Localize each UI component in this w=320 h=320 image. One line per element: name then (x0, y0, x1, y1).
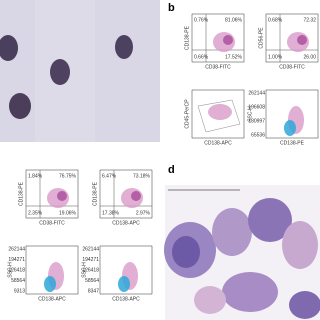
y-tick-label: 58564 (11, 278, 25, 284)
y-tick-label: 8347 (88, 288, 99, 294)
blot-image (0, 0, 160, 142)
event-cloud (57, 191, 67, 201)
y-axis-label: SSC-H (7, 262, 13, 278)
quadrant-value: 2.35% (28, 210, 43, 216)
gate (197, 99, 241, 133)
y-axis-label: SSC-H (81, 262, 87, 278)
x-axis-label: CD138-APC (112, 220, 140, 226)
quadrant-value: 26.00 (303, 54, 316, 60)
event-cloud (284, 120, 296, 136)
y-tick-label: 262144 (82, 246, 99, 252)
event-cloud (44, 276, 56, 292)
x-axis-label: CD138-APC (38, 296, 66, 302)
y-tick-label: 9313 (14, 288, 25, 294)
y-tick-label: 194271 (8, 257, 25, 263)
event-cloud (223, 35, 233, 45)
quadrant-value: 17.38% (102, 210, 120, 216)
quadrant-value: 0.76% (194, 17, 209, 23)
micrograph (164, 185, 320, 320)
y-tick-label: 126418 (8, 267, 25, 273)
x-axis-label: CD138-PE (280, 140, 305, 146)
quadrant-value: 19.06% (59, 210, 77, 216)
y-axis-label: CD138-PE (18, 181, 24, 206)
event-cloud (118, 276, 130, 292)
quadrant-value: 81.06% (225, 17, 243, 23)
event-cloud (131, 191, 141, 201)
y-tick-label: 130997 (248, 118, 265, 124)
quadrant-value: 1.00% (268, 54, 283, 60)
quadrant-value: 17.52% (225, 54, 243, 60)
quadrant-value: 1.84% (28, 173, 43, 179)
y-axis-label: SSC-H (247, 106, 253, 122)
x-axis-label: CD38-FITC (279, 64, 305, 70)
quadrant-value: 0.66% (194, 54, 209, 60)
y-tick-label: 262144 (248, 90, 265, 96)
y-tick-label: 194271 (82, 257, 99, 263)
y-axis-label: CD138-PE (92, 181, 98, 206)
x-axis-label: CD38-FITC (39, 220, 65, 226)
event-cloud (208, 104, 232, 120)
y-tick-label: 262144 (8, 246, 25, 252)
quadrant-value: 73.18% (133, 173, 151, 179)
y-tick-label: 58564 (85, 278, 99, 284)
x-axis-label: CD38-FITC (205, 64, 231, 70)
y-tick-label: 126418 (82, 267, 99, 273)
x-axis-label: CD138-APC (112, 296, 140, 302)
quadrant-value: 0.68% (268, 17, 283, 23)
quadrant-value: 2.97% (136, 210, 151, 216)
event-cloud (297, 35, 307, 45)
x-axis-label: CD138-APC (204, 140, 232, 146)
y-axis-label: CD138-PE (184, 25, 190, 50)
quadrant-value: 76.75% (59, 173, 77, 179)
y-axis-label: CD56-PE (258, 27, 264, 49)
panel-label: d (168, 164, 175, 176)
y-tick-label: 65536 (251, 132, 265, 138)
y-tick-label: 196608 (248, 104, 265, 110)
y-axis-label: CD45-PerCP (184, 99, 190, 129)
quadrant-value: 6.47% (102, 173, 117, 179)
quadrant-value: 72.32 (303, 17, 316, 23)
panel-label: b (168, 2, 175, 14)
